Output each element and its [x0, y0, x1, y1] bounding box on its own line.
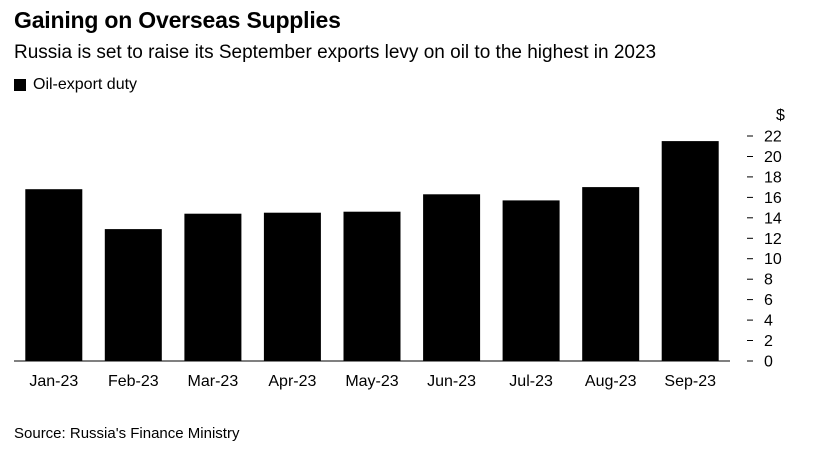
legend: Oil-export duty [14, 76, 137, 94]
bar-feb-23 [104, 229, 162, 361]
source-note: Source: Russia's Finance Ministry [14, 425, 240, 442]
y-tick-label: 8 [764, 272, 773, 289]
bar-mar-23 [184, 213, 242, 361]
chart-subtitle: Russia is set to raise its September exp… [14, 42, 657, 63]
x-tick-label: Jul-23 [509, 373, 553, 390]
y-tick-label: 18 [764, 169, 782, 186]
x-tick-label: Feb-23 [108, 373, 159, 390]
y-tick-label: 6 [764, 292, 773, 309]
y-tick-label: 4 [764, 313, 773, 330]
bar-apr-23 [263, 212, 321, 361]
x-tick-label: May-23 [345, 373, 398, 390]
x-tick-label: Aug-23 [585, 373, 637, 390]
legend-swatch [14, 79, 26, 91]
y-axis: 0 2 4 6 8 10 12 14 16 18 20 22 $ [14, 107, 785, 371]
chart-title: Gaining on Overseas Supplies [14, 7, 341, 33]
y-tick-label: 22 [764, 129, 782, 146]
legend-label: Oil-export duty [33, 76, 138, 93]
y-tick-label: 10 [764, 251, 782, 268]
x-tick-label: Jan-23 [29, 373, 78, 390]
bars-group [25, 141, 719, 361]
category-labels: Jan-23 Feb-23 Mar-23 Apr-23 May-23 Jun-23 Jul-… [29, 373, 716, 390]
x-tick-label: Mar-23 [188, 373, 239, 390]
bar-aug-23 [582, 187, 640, 361]
bar-jul-23 [502, 200, 560, 361]
x-tick-label: Jun-23 [427, 373, 476, 390]
y-tick-label: 14 [764, 210, 782, 227]
y-tick-label: 16 [764, 190, 782, 207]
y-tick-label: 12 [764, 231, 782, 248]
bar-sep-23 [661, 141, 719, 361]
y-axis-unit-label: $ [776, 107, 785, 124]
bar-jun-23 [423, 194, 481, 361]
bar-may-23 [343, 211, 401, 361]
y-tick-label: 2 [764, 333, 773, 350]
x-tick-label: Sep-23 [664, 373, 716, 390]
x-tick-label: Apr-23 [268, 373, 316, 390]
bar-jan-23 [25, 189, 83, 361]
y-tick-label: 0 [764, 354, 773, 371]
y-tick-label: 20 [764, 149, 782, 166]
